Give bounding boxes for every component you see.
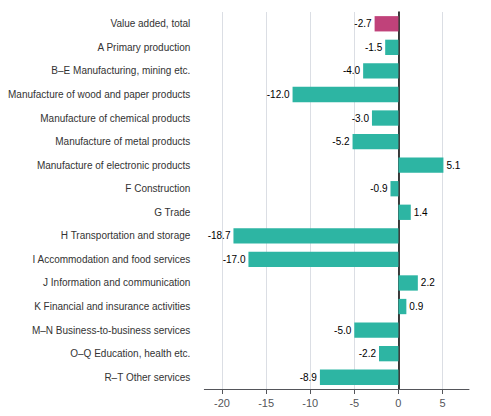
svg-text:G Trade: G Trade (154, 207, 191, 218)
svg-text:R–T Other services: R–T Other services (104, 372, 190, 383)
svg-text:M–N Business-to-business servi: M–N Business-to-business services (32, 325, 190, 336)
svg-text:A Primary production: A Primary production (98, 42, 191, 53)
svg-text:J Information and communicatio: J Information and communication (43, 277, 190, 288)
svg-text:-20: -20 (214, 397, 230, 409)
svg-text:0.9: 0.9 (409, 301, 423, 312)
svg-text:5: 5 (439, 397, 445, 409)
svg-text:-5.0: -5.0 (334, 325, 352, 336)
svg-text:Manufacture of chemical produc: Manufacture of chemical products (40, 113, 190, 124)
svg-text:I Accommodation and food servi: I Accommodation and food services (32, 254, 190, 265)
svg-text:-15: -15 (258, 397, 274, 409)
svg-text:1.4: 1.4 (414, 207, 428, 218)
svg-text:K Financial and insurance acti: K Financial and insurance activities (34, 301, 190, 312)
svg-text:H Transportation and storage: H Transportation and storage (61, 230, 191, 241)
svg-text:0: 0 (395, 397, 401, 409)
svg-text:-8.9: -8.9 (300, 372, 318, 383)
svg-text:5.1: 5.1 (446, 160, 460, 171)
svg-text:-12.0: -12.0 (267, 89, 290, 100)
svg-text:B–E Manufacturing, mining etc.: B–E Manufacturing, mining etc. (51, 65, 190, 76)
svg-text:Manufacture of wood and paper: Manufacture of wood and paper products (8, 89, 190, 100)
svg-text:-18.7: -18.7 (208, 230, 231, 241)
svg-text:Manufacture of electronic prod: Manufacture of electronic products (37, 160, 190, 171)
svg-text:F Construction: F Construction (125, 183, 190, 194)
svg-text:-5.2: -5.2 (332, 136, 350, 147)
svg-text:-5: -5 (349, 397, 359, 409)
svg-text:-17.0: -17.0 (223, 254, 246, 265)
svg-text:Value added, total: Value added, total (110, 18, 190, 29)
svg-text:-1.5: -1.5 (365, 42, 383, 53)
svg-text:-3.0: -3.0 (352, 113, 370, 124)
svg-text:2.2: 2.2 (421, 277, 435, 288)
svg-text:Manufacture of metal products: Manufacture of metal products (55, 136, 190, 147)
svg-text:-0.9: -0.9 (370, 183, 388, 194)
svg-text:-2.7: -2.7 (354, 18, 372, 29)
svg-text:O–Q Education, health etc.: O–Q Education, health etc. (70, 348, 190, 359)
svg-text:-10: -10 (302, 397, 318, 409)
svg-text:-4.0: -4.0 (343, 65, 361, 76)
svg-text:-2.2: -2.2 (359, 348, 377, 359)
